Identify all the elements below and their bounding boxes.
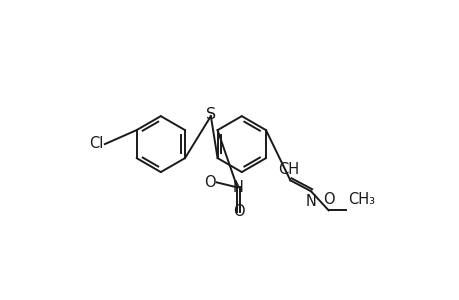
Text: S: S	[205, 107, 215, 122]
Text: CH₃: CH₃	[347, 192, 374, 207]
Text: O: O	[203, 175, 215, 190]
Text: N: N	[305, 194, 316, 208]
Text: CH: CH	[278, 162, 299, 177]
Text: N: N	[233, 180, 243, 195]
Text: O: O	[232, 204, 244, 219]
Text: Cl: Cl	[89, 136, 103, 151]
Text: O: O	[322, 192, 334, 207]
